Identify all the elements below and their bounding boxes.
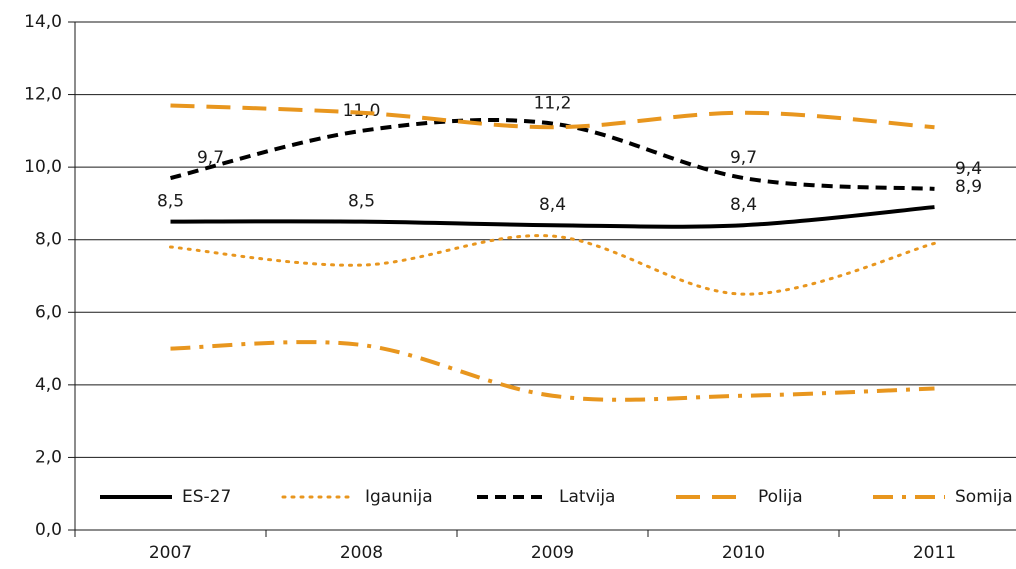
data-label: 11,2	[534, 94, 572, 114]
y-tick-label: 10,0	[24, 157, 62, 177]
data-label: 8,4	[730, 195, 757, 215]
y-tick-label: 8,0	[35, 230, 62, 250]
legend-label: Igaunija	[365, 487, 433, 507]
legend-label: Polija	[758, 487, 803, 507]
data-label: 8,5	[157, 192, 184, 212]
x-tick-label: 2010	[722, 543, 765, 563]
data-label: 9,4	[955, 159, 982, 179]
x-tick-label: 2011	[913, 543, 956, 563]
legend-label: Somija	[955, 487, 1013, 507]
series-line	[170, 118, 935, 191]
series-line	[169, 234, 936, 296]
data-label: 8,4	[539, 195, 566, 215]
data-label: 8,5	[348, 192, 375, 212]
x-tick-label: 2007	[149, 543, 192, 563]
x-tick-label: 2008	[340, 543, 383, 563]
y-tick-label: 2,0	[35, 447, 62, 467]
x-tick-label: 2009	[531, 543, 574, 563]
y-tick-label: 4,0	[35, 375, 62, 395]
data-label: 8,9	[955, 177, 982, 197]
series-line	[170, 103, 935, 130]
y-tick-label: 14,0	[24, 12, 62, 32]
y-tick-label: 12,0	[24, 85, 62, 105]
data-label: 9,7	[730, 148, 757, 168]
legend-label: ES-27	[182, 487, 231, 507]
y-tick-label: 0,0	[35, 520, 62, 540]
series-line	[170, 340, 935, 402]
data-label: 9,7	[197, 148, 224, 168]
y-tick-label: 6,0	[35, 302, 62, 322]
series-line	[170, 205, 935, 229]
legend-label: Latvija	[559, 487, 615, 507]
